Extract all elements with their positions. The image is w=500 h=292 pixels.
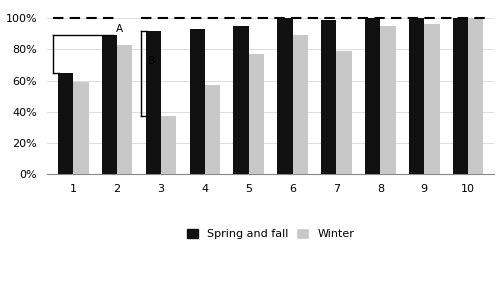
Bar [424, 24, 440, 174]
Bar [278, 18, 292, 174]
Text: A: A [116, 25, 122, 34]
Bar [365, 18, 380, 174]
Bar [292, 35, 308, 174]
Bar [453, 18, 468, 174]
Bar [117, 45, 132, 174]
Text: B: B [148, 56, 156, 66]
Bar [321, 20, 336, 174]
Bar [161, 117, 176, 174]
Bar [58, 73, 73, 174]
Bar [336, 51, 352, 174]
Bar [409, 18, 424, 174]
Bar [248, 54, 264, 174]
Bar [102, 35, 117, 174]
Bar [380, 26, 396, 174]
Bar [234, 26, 248, 174]
Bar [73, 82, 88, 174]
Bar [468, 18, 483, 174]
Legend: Spring and fall, Winter: Spring and fall, Winter [187, 229, 354, 239]
Bar [190, 29, 205, 174]
Bar [146, 31, 161, 174]
Bar [205, 85, 220, 174]
